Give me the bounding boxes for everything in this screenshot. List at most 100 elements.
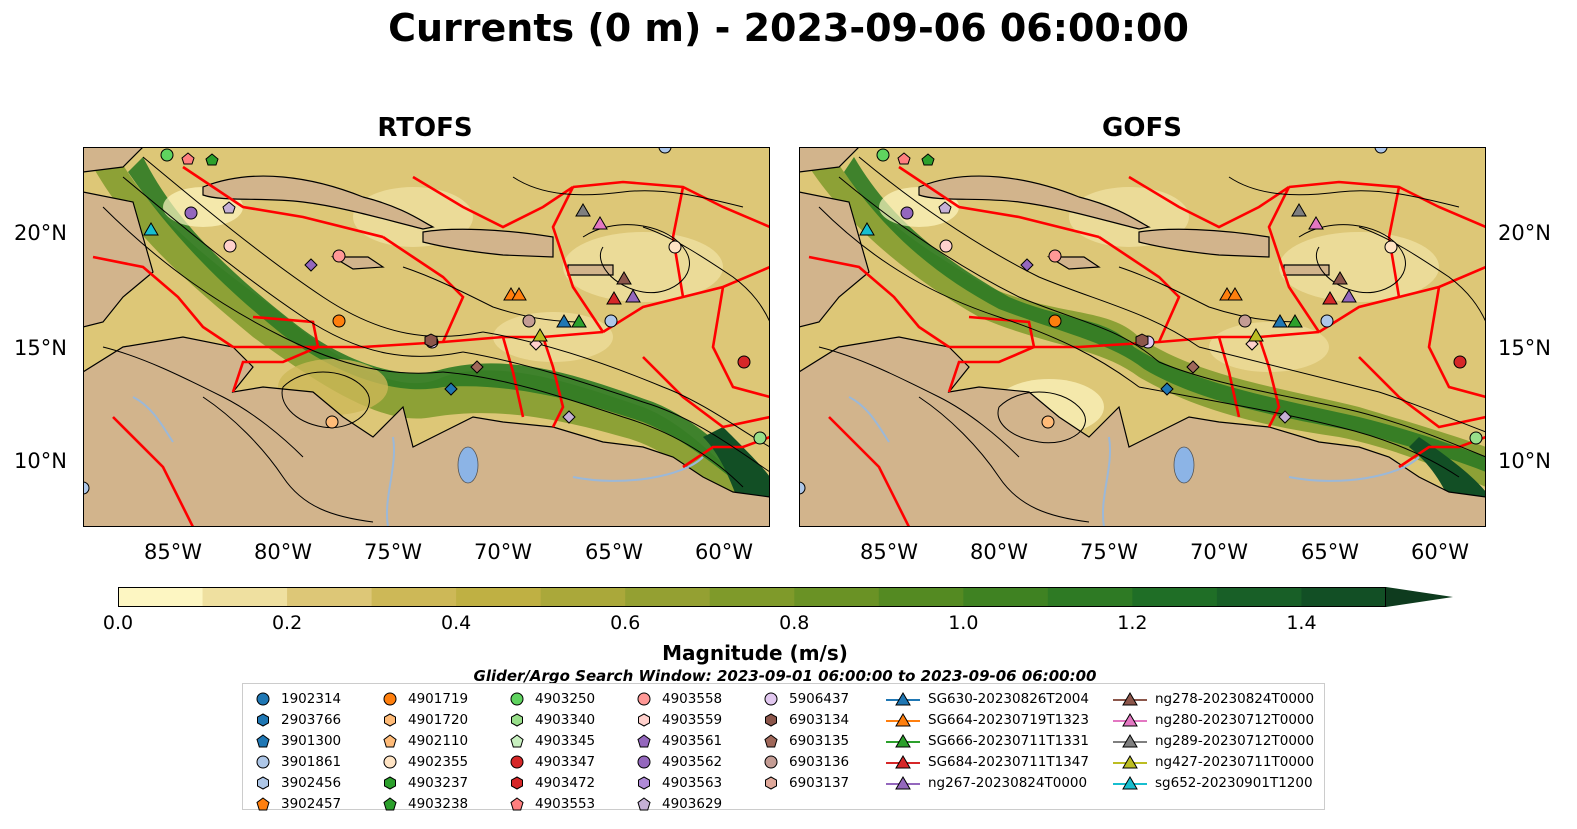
legend-item-label: 4903562	[662, 753, 723, 770]
legend-item: 4903472	[507, 772, 595, 793]
lon-label-85w-rtofs: 85°W	[144, 540, 202, 564]
map-panel-rtofs[interactable]	[83, 147, 770, 527]
legend-item-label: ng278-20230824T0000	[1155, 690, 1315, 707]
legend-item-label: 4903237	[408, 774, 469, 791]
legend-item: 4903629	[634, 793, 722, 814]
legend-column-6: SG630-20230826T2004 SG664-20230719T1323 SG…	[886, 688, 1089, 793]
legend-item: SG630-20230826T2004	[886, 688, 1089, 709]
float-markers[interactable]	[83, 147, 767, 495]
legend-marker-pentagon	[637, 733, 651, 747]
legend-marker-triangle	[1113, 775, 1147, 789]
legend-item: ng427-20230711T0000	[1113, 751, 1314, 772]
legend-marker-hexagon	[384, 712, 396, 727]
legend-marker-triangle	[886, 775, 920, 789]
colorbar-tick-label: 1.4	[1286, 612, 1317, 634]
lon-label-80w-gofs: 80°W	[970, 540, 1028, 564]
lon-label-60w-gofs: 60°W	[1411, 540, 1469, 564]
legend-item: sg652-20230901T1200	[1113, 772, 1314, 793]
colorbar-swatch	[794, 587, 880, 607]
legend-item-label: 4903629	[662, 795, 723, 812]
legend-marker-triangle	[1113, 754, 1147, 768]
lon-label-75w-rtofs: 75°W	[364, 540, 422, 564]
legend-item: 2903766	[253, 709, 341, 730]
legend: 1902314 2903766 3901300 3901861 3902456 39024…	[242, 683, 1325, 812]
colorbar-swatch	[1216, 587, 1303, 607]
colorbar-tick-label: 0.8	[779, 612, 810, 634]
eez-boundaries	[92, 165, 770, 527]
legend-marker-pentagon	[510, 796, 524, 810]
float-markers[interactable]	[799, 147, 1483, 495]
lon-label-65w-gofs: 65°W	[1301, 540, 1359, 564]
lon-label-75w-gofs: 75°W	[1080, 540, 1138, 564]
panel-title-gofs: GOFS	[1102, 113, 1182, 143]
legend-item-label: 1902314	[281, 690, 342, 707]
colorbar-swatch	[1047, 587, 1133, 607]
legend-column-5: 5906437 6903134 6903135 6903136 6903137	[761, 688, 849, 793]
legend-item: 6903135	[761, 730, 849, 751]
legend-item: 6903134	[761, 709, 849, 730]
eez-boundaries	[808, 165, 1486, 527]
legend-item-label: 3902456	[281, 774, 342, 791]
legend-marker-circle	[637, 755, 651, 768]
legend-item-label: 4901720	[408, 711, 469, 728]
legend-marker-pentagon	[764, 733, 778, 747]
legend-item-label: SG684-20230711T1347	[928, 753, 1089, 770]
legend-item: 4903237	[380, 772, 468, 793]
panel-title-rtofs: RTOFS	[377, 113, 473, 143]
legend-item-label: 4903347	[535, 753, 596, 770]
legend-item: 3901300	[253, 730, 341, 751]
legend-item: 4903238	[380, 793, 468, 814]
legend-item-label: 4903559	[662, 711, 723, 728]
lake-maracaibo	[1173, 446, 1195, 484]
legend-item: 4903563	[634, 772, 722, 793]
streamlines	[102, 156, 770, 523]
legend-marker-triangle	[1113, 712, 1147, 726]
lake-maracaibo	[457, 446, 479, 484]
legend-marker-hexagon	[765, 712, 777, 727]
legend-item: 4901719	[380, 688, 468, 709]
legend-item: 6903136	[761, 751, 849, 772]
legend-marker-triangle	[1113, 691, 1147, 705]
legend-marker-pentagon	[383, 796, 397, 810]
figure-title: Currents (0 m) - 2023-09-06 06:00:00	[388, 6, 1189, 50]
colorbar-swatch	[540, 587, 626, 607]
map-panel-gofs[interactable]	[799, 147, 1486, 527]
legend-marker-circle	[510, 755, 524, 768]
legend-item: 4903347	[507, 751, 595, 772]
colorbar-tick-label: 0.0	[102, 612, 134, 634]
legend-marker-circle	[256, 692, 270, 705]
legend-marker-hexagon	[511, 712, 523, 727]
legend-marker-hexagon	[384, 775, 396, 790]
legend-item-label: ng267-20230824T0000	[928, 774, 1088, 791]
legend-item-label: 6903134	[789, 711, 850, 728]
rivers	[848, 396, 1420, 527]
colorbar-label: Magnitude (m/s)	[662, 641, 848, 665]
legend-column-1: 1902314 2903766 3901300 3901861 3902456 39024…	[253, 688, 341, 814]
legend-item: 4903562	[634, 751, 722, 772]
legend-item-label: 4903345	[535, 732, 596, 749]
legend-item: ng267-20230824T0000	[886, 772, 1089, 793]
legend-marker-circle	[637, 692, 651, 705]
legend-item-label: 4902110	[408, 732, 469, 749]
glider-markers[interactable]	[143, 203, 641, 342]
legend-item-label: SG630-20230826T2004	[928, 690, 1089, 707]
legend-item: 4902110	[380, 730, 468, 751]
lat-label-20n-right: 20°N	[1498, 221, 1551, 245]
lat-label-15n-right: 15°N	[1498, 336, 1551, 360]
legend-item-label: 4903238	[408, 795, 469, 812]
legend-item-label: 2903766	[281, 711, 342, 728]
legend-item: 3901861	[253, 751, 341, 772]
legend-column-2: 4901719 4901720 4902110 4902355 4903237 49032…	[380, 688, 468, 814]
legend-column-7: ng278-20230824T0000 ng280-20230712T0000 ng…	[1113, 688, 1314, 793]
legend-item: 5906437	[761, 688, 849, 709]
glider-markers[interactable]	[859, 203, 1357, 342]
lon-label-70w-gofs: 70°W	[1190, 540, 1248, 564]
legend-item: 6903137	[761, 772, 849, 793]
legend-item: ng289-20230712T0000	[1113, 730, 1314, 751]
legend-item-label: 4903472	[535, 774, 596, 791]
legend-item: SG666-20230711T1331	[886, 730, 1089, 751]
colorbar-swatch	[878, 587, 964, 607]
colorbar-swatch	[963, 587, 1049, 607]
colorbar-swatch	[118, 587, 204, 607]
lon-label-65w-rtofs: 65°W	[585, 540, 643, 564]
